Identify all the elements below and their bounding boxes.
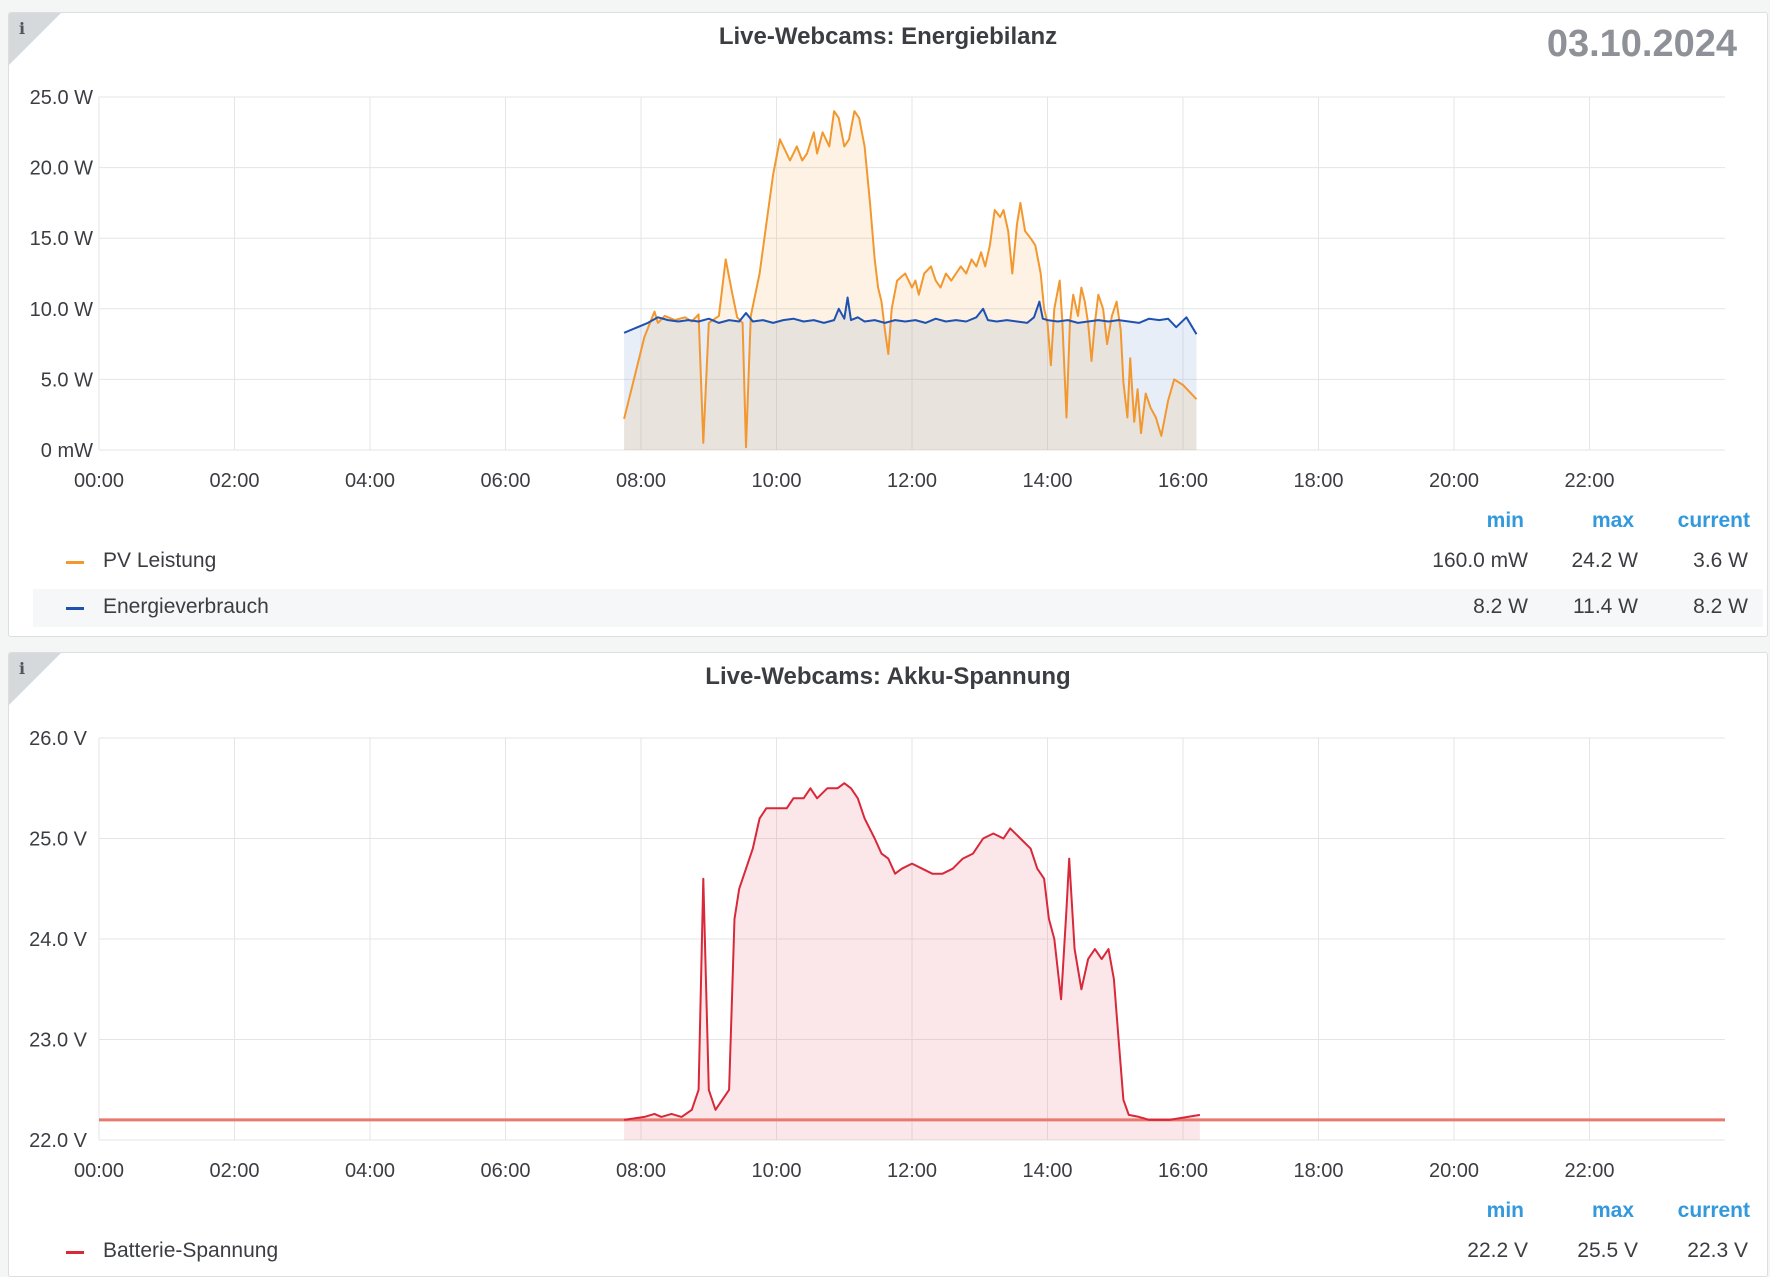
x-tick-label: 18:00 [1293,1160,1343,1182]
legend-series-name[interactable]: PV Leistung [103,549,217,572]
legend-row-energieverbrauch[interactable]: Energieverbrauch 8.2 W 11.4 W 8.2 W [33,589,1763,627]
legend-current-value: 3.6 W [1693,549,1748,572]
panel-info-corner[interactable] [9,653,61,705]
legend-header-min[interactable]: min [1486,1199,1524,1222]
y-tick-label: 10.0 W [30,299,93,321]
legend-max-value: 11.4 W [1573,595,1638,618]
x-tick-label: 14:00 [1022,1160,1072,1182]
info-icon[interactable]: i [19,659,26,678]
legend-current-value: 22.3 V [1687,1239,1748,1262]
x-tick-label: 20:00 [1429,470,1479,492]
legend-series-name[interactable]: Energieverbrauch [103,595,269,618]
y-tick-label: 20.0 W [30,158,93,180]
x-tick-label: 08:00 [616,1160,666,1182]
panel-title[interactable]: Live-Webcams: Akku-Spannung [705,663,1071,690]
x-tick-label: 04:00 [345,1160,395,1182]
legend-min-value: 22.2 V [1467,1239,1528,1262]
x-tick-label: 20:00 [1429,1160,1479,1182]
y-tick-label: 24.0 V [29,929,87,951]
legend-min-value: 8.2 W [1473,595,1528,618]
legend-header-max[interactable]: max [1591,1199,1634,1222]
x-tick-label: 16:00 [1158,1160,1208,1182]
legend-max-value: 25.5 V [1577,1239,1638,1262]
y-tick-label: 0 mW [41,440,93,462]
series-line-batterie-spannung [623,782,1201,1121]
x-tick-label: 12:00 [887,470,937,492]
y-tick-label: 25.0 V [29,829,87,851]
legend-swatch [66,607,84,610]
info-icon[interactable]: i [19,19,26,38]
x-tick-label: 08:00 [616,470,666,492]
legend-swatch [66,561,84,564]
legend-max-value: 24.2 W [1571,549,1638,572]
x-tick-label: 02:00 [209,470,259,492]
x-tick-label: 00:00 [74,1160,124,1182]
x-tick-label: 06:00 [480,1160,530,1182]
x-tick-label: 04:00 [345,470,395,492]
x-tick-label: 18:00 [1293,470,1343,492]
series-line-pv-leistung [623,110,1198,449]
panel-date: 03.10.2024 [1546,23,1737,65]
series-line-energieverbrauch [623,296,1198,335]
legend-row-pv-leistung[interactable]: PV Leistung 160.0 mW 24.2 W 3.6 W [33,543,1763,581]
legend-header-current[interactable]: current [1677,1199,1750,1222]
panel-energiebilanz: i Live-Webcams: Energiebilanz 03.10.2024… [8,12,1768,637]
legend-swatch [66,1251,84,1254]
chart-akku-spannung[interactable]: 22.0 V 23.0 V 24.0 V 25.0 V 26.0 V 00:00 02:00… [9,653,1768,1277]
x-tick-label: 14:00 [1022,470,1072,492]
legend-header-max[interactable]: max [1591,509,1634,532]
x-tick-label: 02:00 [209,1160,259,1182]
x-tick-label: 12:00 [887,1160,937,1182]
legend-header-min[interactable]: min [1486,509,1524,532]
legend-header-current[interactable]: current [1677,509,1750,532]
panel-info-corner[interactable] [9,13,61,65]
y-tick-label: 26.0 V [29,728,87,750]
y-tick-label: 5.0 W [41,369,93,391]
x-tick-label: 22:00 [1564,1160,1614,1182]
legend-min-value: 160.0 mW [1432,549,1528,572]
series-area-pv-leistung [624,111,1197,450]
x-tick-label: 22:00 [1564,470,1614,492]
x-tick-label: 16:00 [1158,470,1208,492]
chart-energiebilanz[interactable]: 0 mW 5.0 W 10.0 W 15.0 W 20.0 W 25.0 W 00:00 02… [9,13,1768,637]
x-tick-label: 10:00 [751,1160,801,1182]
y-tick-label: 25.0 W [30,87,93,109]
x-tick-label: 00:00 [74,470,124,492]
y-tick-label: 23.0 V [29,1030,87,1052]
x-tick-label: 10:00 [751,470,801,492]
y-tick-label: 22.0 V [29,1130,87,1152]
series-area-batterie-spannung [624,783,1200,1140]
legend-series-name[interactable]: Batterie-Spannung [103,1239,279,1262]
x-tick-label: 06:00 [480,470,530,492]
legend-current-value: 8.2 W [1693,595,1748,618]
y-tick-label: 15.0 W [30,228,93,250]
legend-row-batterie-spannung[interactable]: Batterie-Spannung 22.2 V 25.5 V 22.3 V [33,1233,1763,1271]
panel-akku-spannung: i Live-Webcams: Akku-Spannung 22.0 V 23.0… [8,652,1768,1277]
panel-title[interactable]: Live-Webcams: Energiebilanz [718,23,1058,50]
